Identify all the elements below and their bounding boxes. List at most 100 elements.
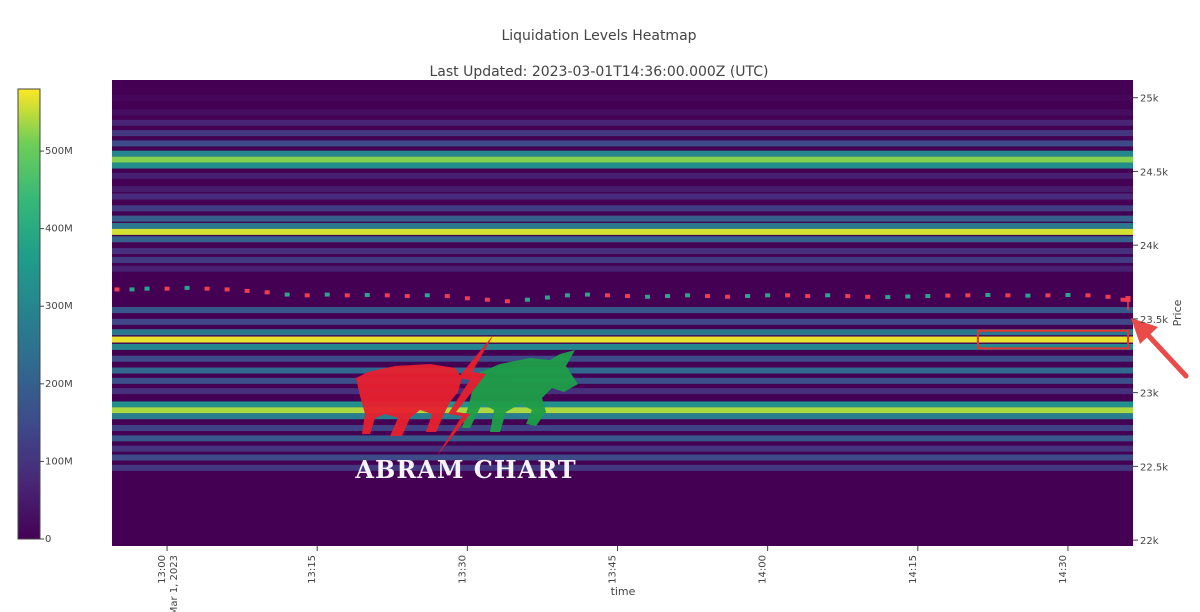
price-candle	[905, 294, 911, 299]
liquidation-band	[112, 162, 1133, 169]
price-candle	[885, 295, 891, 300]
chart-subtitle: Last Updated: 2023-03-01T14:36:00.000Z (…	[429, 64, 768, 80]
price-candle	[845, 294, 851, 299]
liquidation-band	[112, 445, 1133, 452]
liquidation-band	[112, 413, 1133, 420]
liquidation-band	[112, 336, 1133, 343]
price-candle	[945, 293, 951, 298]
price-candle	[805, 294, 811, 299]
liquidation-band	[112, 377, 1133, 384]
price-candle	[544, 295, 550, 300]
price-candle	[204, 286, 210, 291]
liquidation-band	[112, 119, 1133, 126]
price-candle	[364, 293, 370, 298]
x-tick-label: 13:30	[457, 555, 468, 584]
price-candle	[865, 294, 871, 299]
current-price-candle	[1125, 296, 1131, 303]
liquidation-band	[112, 94, 1133, 101]
colorbar-tick-label: 0	[45, 534, 51, 545]
price-candle	[625, 294, 631, 299]
price-candle	[604, 293, 610, 298]
y-axis: 22k 22.5k 23k 23.5k 24k 24.5k 25k	[1133, 94, 1168, 547]
price-candle	[725, 294, 731, 299]
price-candle	[264, 290, 270, 295]
y-tick-label: 24.5k	[1140, 167, 1168, 178]
price-candle	[444, 294, 450, 299]
price-candle	[1120, 297, 1126, 302]
liquidation-band	[112, 205, 1133, 212]
price-candle	[344, 293, 350, 298]
pointer-arrow-icon	[1131, 318, 1189, 379]
price-candle	[1005, 293, 1011, 298]
liquidation-band	[112, 140, 1133, 147]
colorbar: 0 100M 200M 300M 400M 500M	[17, 88, 73, 545]
price-candle	[144, 286, 150, 291]
price-candle	[1105, 294, 1111, 299]
liquidation-band	[112, 435, 1133, 442]
price-candle	[184, 285, 190, 290]
price-candle	[164, 286, 170, 291]
price-candle	[1045, 293, 1051, 298]
price-candle	[129, 287, 135, 292]
price-candle	[464, 296, 470, 301]
liquidation-band	[112, 318, 1133, 325]
price-candle	[524, 297, 530, 302]
price-candle	[284, 292, 290, 297]
watermark-brand: ABRAM CHART	[354, 455, 576, 484]
colorbar-tick-label: 400M	[45, 224, 73, 235]
abram-chart-logo: ABRAM CHART	[354, 334, 578, 484]
liquidation-band	[112, 228, 1133, 235]
colorbar-tick-label: 500M	[45, 146, 73, 157]
liquidation-band	[112, 150, 1133, 157]
price-candle	[304, 293, 310, 298]
price-candle	[965, 293, 971, 298]
x-axis-title: time	[611, 585, 636, 598]
liquidation-band	[112, 401, 1133, 408]
price-candle	[765, 293, 771, 298]
price-candle	[925, 294, 931, 299]
price-candle	[114, 287, 120, 292]
liquidation-band	[112, 265, 1133, 272]
colorbar-gradient	[17, 88, 41, 540]
liquidation-band	[112, 464, 1133, 471]
liquidation-band	[112, 343, 1133, 350]
price-candle	[985, 293, 991, 298]
bear-icon	[356, 364, 462, 436]
x-tick-label: 13:00	[157, 555, 168, 584]
y-axis-title: Price	[1171, 299, 1184, 326]
y-tick-label: 22.5k	[1140, 462, 1168, 473]
highlight-box	[976, 329, 1129, 350]
liquidation-band	[112, 355, 1133, 362]
liquidation-band	[112, 307, 1133, 314]
price-candle	[1085, 293, 1091, 298]
x-tick-date-label: Mar 1, 2023	[169, 555, 180, 612]
y-tick-label: 23.5k	[1140, 315, 1168, 326]
price-candle	[244, 288, 250, 293]
liquidation-band	[112, 425, 1133, 432]
liquidation-band	[112, 130, 1133, 137]
price-candle	[645, 294, 651, 299]
colorbar-tick-label: 200M	[45, 379, 73, 390]
liquidation-band	[112, 248, 1133, 255]
colorbar-tick-label: 100M	[45, 456, 73, 467]
x-tick-label: 14:30	[1058, 555, 1069, 584]
price-candle	[745, 294, 751, 299]
price-candle	[424, 293, 430, 298]
colorbar-tick-label: 300M	[45, 301, 73, 312]
price-candle	[785, 293, 791, 298]
liquidation-band	[112, 407, 1133, 414]
x-tick-label: 13:15	[307, 555, 318, 584]
liquidation-band	[112, 215, 1133, 222]
price-candle	[324, 292, 330, 297]
price-candle	[705, 294, 711, 299]
price-candle	[484, 297, 490, 302]
y-tick-label: 23k	[1140, 389, 1159, 400]
liquidation-band	[112, 367, 1133, 374]
x-axis: 13:00 Mar 1, 2023 13:15 13:30 13:45 14:00 14:1…	[157, 546, 1069, 612]
price-candle	[564, 293, 570, 298]
lightning-bolt-icon	[437, 334, 494, 456]
price-candle	[224, 287, 230, 292]
liquidation-band	[112, 388, 1133, 395]
liquidation-band	[112, 186, 1133, 193]
